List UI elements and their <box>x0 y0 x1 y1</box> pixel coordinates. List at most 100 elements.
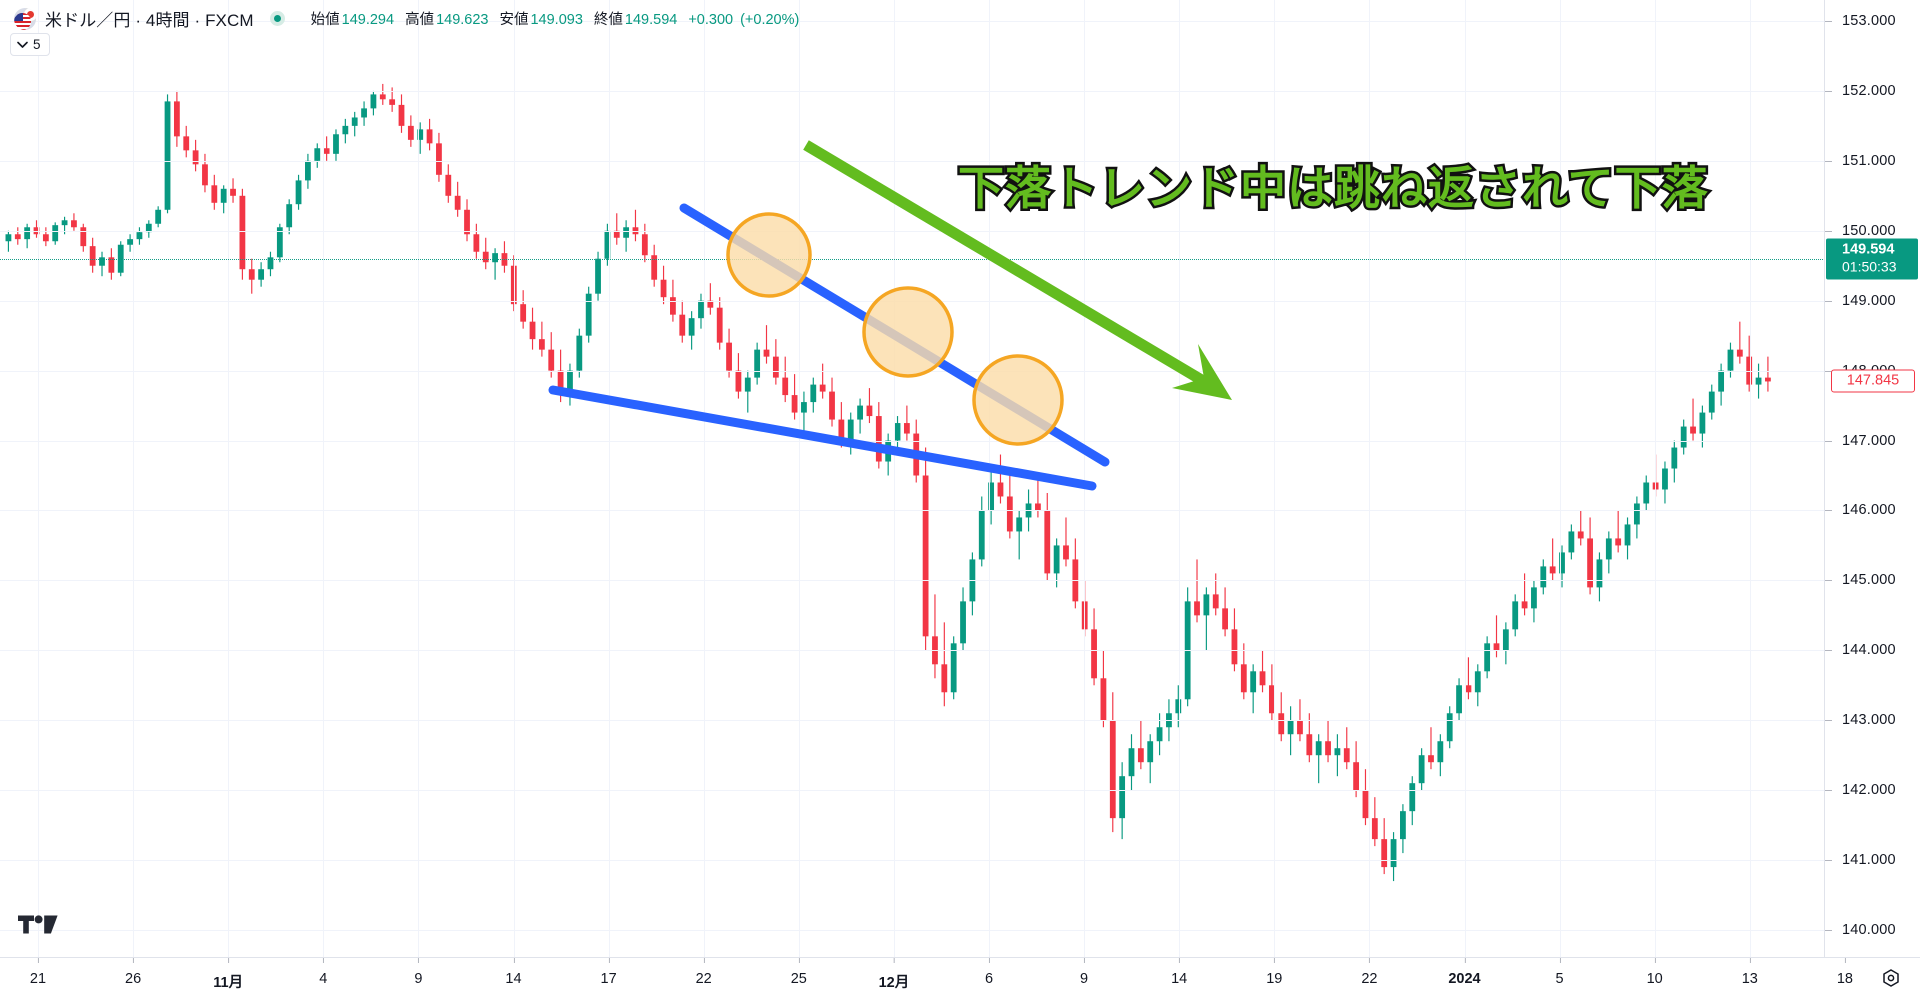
candle-body <box>389 99 396 105</box>
candle-body <box>548 349 555 371</box>
candle-body <box>922 475 929 637</box>
candlestick-chart <box>5 83 1771 882</box>
candle-body <box>829 391 835 420</box>
candle-body <box>1343 748 1350 763</box>
price-tick: 151.000 <box>1825 153 1920 169</box>
candle-body <box>1437 741 1444 763</box>
candle-body <box>801 402 807 413</box>
candle-body <box>1109 720 1116 819</box>
candle-body <box>1662 468 1668 490</box>
candle-body <box>782 377 789 396</box>
candle-body <box>1633 503 1640 525</box>
candle-body <box>482 251 489 263</box>
axis-settings-icon[interactable] <box>1880 967 1902 989</box>
candle-body <box>398 104 405 126</box>
candle-body <box>1390 839 1397 868</box>
candle-body <box>679 314 686 336</box>
grid-line-vertical <box>893 0 895 958</box>
ohlc-high-value: 149.623 <box>436 12 489 28</box>
time-tick: 14 <box>1171 958 1187 987</box>
candle-body <box>1156 727 1163 742</box>
candle-body <box>1063 545 1069 560</box>
price-tick: 141.000 <box>1825 852 1920 868</box>
time-tick: 12月 <box>879 958 909 992</box>
candle-body <box>407 125 414 140</box>
candle-body <box>42 234 49 242</box>
candle-body <box>417 129 424 140</box>
market-status-dot <box>269 11 285 26</box>
candle-body <box>136 232 143 240</box>
bar-countdown: 01:50:33 <box>1842 258 1897 275</box>
candle-body <box>61 220 68 226</box>
candle-body <box>370 94 377 109</box>
candle-body <box>351 117 358 126</box>
symbol-title[interactable]: 米ドル／円 · 4時間 · FXCM <box>45 11 254 30</box>
grid-line-vertical <box>1084 0 1086 958</box>
candle-body <box>903 423 910 434</box>
time-tick: 26 <box>125 958 141 987</box>
price-tick: 142.000 <box>1825 782 1920 798</box>
candle-body <box>286 204 293 228</box>
candle-body <box>361 108 367 118</box>
grid-line-vertical <box>38 0 39 958</box>
candle-body <box>436 143 442 175</box>
grid-line-horizontal <box>0 860 1825 862</box>
candle-body <box>1100 678 1107 721</box>
candle-body <box>1596 559 1603 588</box>
candle-body <box>1119 776 1126 819</box>
candle-body <box>333 134 339 154</box>
time-tick: 11月 <box>213 958 243 992</box>
candle-body <box>1400 811 1406 840</box>
chart-plot-area[interactable] <box>0 0 1825 958</box>
candle-body <box>1137 748 1144 763</box>
candle-body <box>155 209 162 224</box>
candle-body <box>1465 685 1472 693</box>
candle-body <box>1315 741 1322 756</box>
tradingview-logo[interactable] <box>18 912 58 938</box>
grid-line-vertical <box>1654 0 1656 958</box>
interval-selector[interactable]: 5 <box>10 33 50 56</box>
time-tick: 17 <box>601 958 617 987</box>
candle-body <box>875 416 882 462</box>
candle-body <box>230 188 236 196</box>
candle-body <box>1559 552 1565 574</box>
candle-body <box>24 227 31 240</box>
candle-body <box>202 164 208 186</box>
candle-body <box>735 370 742 392</box>
grid-line-vertical <box>418 0 420 958</box>
grid-line-vertical <box>513 0 515 958</box>
time-tick: 10 <box>1647 958 1663 987</box>
candle-body <box>557 370 564 396</box>
time-tick: 18 <box>1837 958 1853 987</box>
candle-body <box>1222 608 1228 630</box>
candle-body <box>1128 748 1135 777</box>
current-price-line <box>0 259 1825 261</box>
candle-body <box>520 304 527 322</box>
candle-body <box>1203 594 1210 616</box>
candle-body <box>744 377 751 392</box>
time-tick: 9 <box>1080 958 1088 987</box>
candle-body <box>1091 629 1097 679</box>
candle-body <box>80 227 87 247</box>
grid-line-vertical <box>1369 0 1371 958</box>
candle-body <box>211 185 218 203</box>
candle-body <box>1512 601 1519 630</box>
candle-body <box>1577 531 1584 539</box>
ohlc-open-value: 149.294 <box>341 12 395 28</box>
ohlc-close-value: 149.594 <box>624 12 678 28</box>
chart-legend[interactable]: 米ドル／円 · 4時間 · FXCM 始値 149.294 高値 149.623… <box>14 6 799 31</box>
candle-body <box>585 293 592 336</box>
grid-line-horizontal <box>0 650 1825 652</box>
time-axis[interactable]: 21 26 11月 4 9 14 17 22 25 12月 6 9 14 19 22 2024 5 10 13 18 <box>0 957 1920 997</box>
candle-body <box>1755 377 1762 385</box>
candle-body <box>660 279 667 298</box>
price-axis[interactable]: 153.000152.000151.000150.000149.000148.0… <box>1824 0 1920 958</box>
time-tick: 21 <box>30 958 46 987</box>
ohlc-open-label: 始値 <box>310 12 340 28</box>
candle-body <box>885 440 892 462</box>
candle-body <box>323 148 330 154</box>
grid-line-horizontal <box>0 510 1825 512</box>
candle-body <box>492 253 498 263</box>
time-tick: 22 <box>1361 958 1377 987</box>
grid-line-horizontal <box>0 370 1825 372</box>
